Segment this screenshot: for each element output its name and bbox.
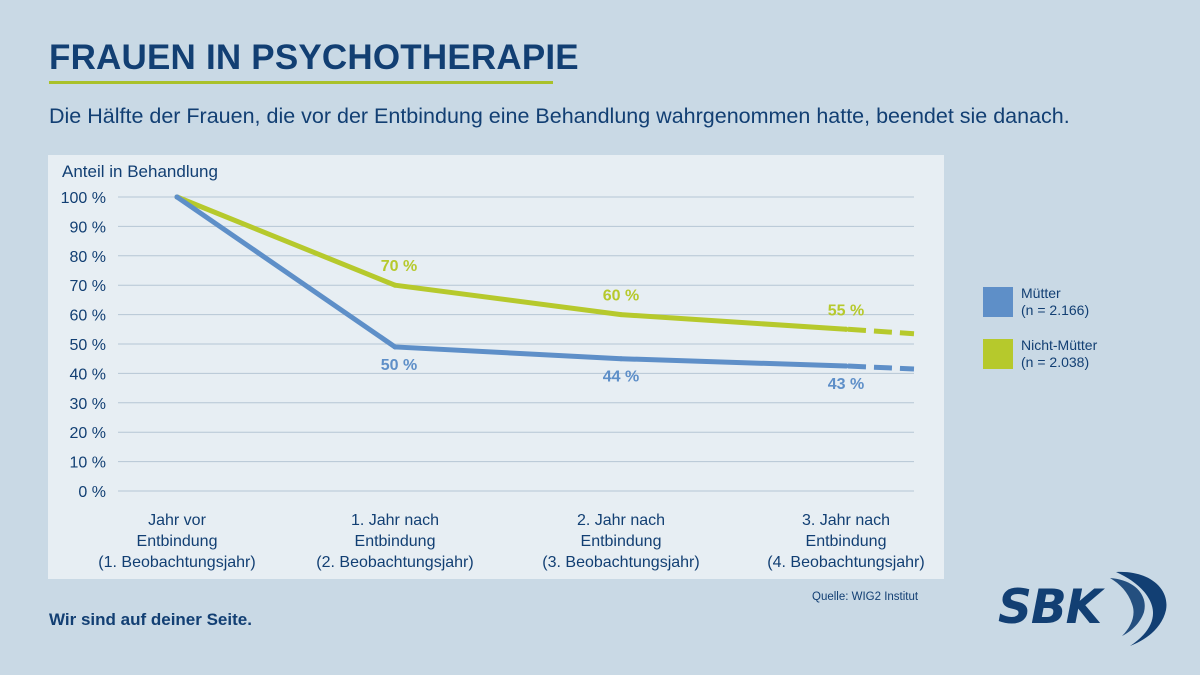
- series-1-point-2: [618, 312, 624, 318]
- data-label-1-2: 60 %: [603, 288, 639, 305]
- chart-panel: Anteil in Behandlung 0 % 10 % 20 % 30 % 40 %…: [48, 155, 944, 579]
- x-tick-1-line-1: Entbindung: [355, 533, 436, 550]
- x-tick-labels: Jahr vor Entbindung (1. Beobachtungsjahr) 1…: [98, 512, 924, 571]
- legend-label-muetter: Mütter: [1021, 285, 1061, 301]
- series-line-1: [174, 194, 849, 332]
- series-1-point-1: [392, 282, 398, 288]
- x-tick-1-line-0: 1. Jahr nach: [351, 512, 439, 529]
- series-line-0: [174, 194, 849, 369]
- x-tick-2-line-2: (3. Beobachtungsjahr): [542, 554, 699, 571]
- y-tick-20: 20 %: [70, 425, 106, 442]
- y-tick-90: 90 %: [70, 219, 106, 236]
- x-tick-0-line-1: Entbindung: [137, 533, 218, 550]
- y-tick-100: 100 %: [61, 190, 106, 207]
- data-label-1-1: 70 %: [381, 258, 417, 275]
- x-tick-1-line-2: (2. Beobachtungsjahr): [316, 554, 473, 571]
- series-0-point-1: [392, 344, 398, 350]
- x-tick-1: 1. Jahr nach Entbindung (2. Beobachtungsja…: [316, 512, 473, 571]
- series-0-point-0: [174, 194, 180, 200]
- series-extension-0: [847, 363, 915, 372]
- legend-label-nicht-muetter: Nicht-Mütter: [1021, 337, 1098, 353]
- data-label-0-3: 43 %: [828, 376, 864, 393]
- legend-sub-nicht-muetter: (n = 2.038): [1021, 354, 1090, 370]
- page-subtitle: Die Hälfte der Frauen, die vor der Entbi…: [49, 104, 1070, 128]
- logo-swoosh-icon: [1110, 571, 1167, 646]
- y-tick-70: 70 %: [70, 278, 106, 295]
- y-tick-10: 10 %: [70, 455, 106, 472]
- y-axis-label: Anteil in Behandlung: [62, 162, 218, 181]
- legend-sub-muetter: (n = 2.166): [1021, 302, 1090, 318]
- line-chart: Anteil in Behandlung 0 % 10 % 20 % 30 % 40 %…: [61, 162, 925, 571]
- legend-swatch-nicht-muetter: [983, 339, 1013, 369]
- x-tick-2-line-0: 2. Jahr nach: [577, 512, 665, 529]
- x-tick-0: Jahr vor Entbindung (1. Beobachtungsjahr): [98, 512, 255, 571]
- source-note: Quelle: WIG2 Institut: [812, 591, 919, 603]
- y-tick-50: 50 %: [70, 337, 106, 354]
- series-0: [174, 194, 915, 372]
- x-tick-3: 3. Jahr nach Entbindung (4. Beobachtungsja…: [767, 512, 924, 571]
- x-tick-2-line-1: Entbindung: [581, 533, 662, 550]
- y-tick-30: 30 %: [70, 396, 106, 413]
- x-tick-2: 2. Jahr nach Entbindung (3. Beobachtungsja…: [542, 512, 699, 571]
- series-1: [174, 194, 915, 337]
- data-labels: 50 % 44 % 43 % 70 % 60 % 55 %: [381, 258, 864, 393]
- legend-item-muetter: Mütter (n = 2.166): [983, 284, 1183, 326]
- x-tick-0-line-0: Jahr vor: [148, 512, 206, 529]
- chart-legend: Mütter (n = 2.166) Nicht-Mütter (n = 2.0…: [983, 284, 1183, 388]
- y-tick-80: 80 %: [70, 249, 106, 266]
- series-1-point-3: [843, 326, 849, 332]
- data-label-1-3: 55 %: [828, 302, 864, 319]
- y-tick-0: 0 %: [78, 484, 106, 501]
- title-underline: [49, 81, 553, 84]
- x-tick-3-line-0: 3. Jahr nach: [802, 512, 890, 529]
- y-tick-labels: 0 % 10 % 20 % 30 % 40 % 50 % 60 % 70 % 80 % 90 % 1…: [61, 190, 106, 501]
- y-tick-60: 60 %: [70, 308, 106, 325]
- page-title: FRAUEN IN PSYCHOTHERAPIE: [49, 38, 579, 77]
- x-tick-3-line-1: Entbindung: [806, 533, 887, 550]
- legend-item-nicht-muetter: Nicht-Mütter (n = 2.038): [983, 336, 1183, 378]
- legend-swatch-muetter: [983, 287, 1013, 317]
- series-extension-1: [847, 326, 915, 337]
- data-label-0-2: 44 %: [603, 369, 639, 386]
- x-tick-0-line-2: (1. Beobachtungsjahr): [98, 554, 255, 571]
- series-0-point-3: [843, 363, 849, 369]
- data-label-0-1: 50 %: [381, 357, 417, 374]
- slogan: Wir sind auf deiner Seite.: [49, 610, 252, 629]
- y-tick-40: 40 %: [70, 366, 106, 383]
- gridlines: [118, 196, 914, 492]
- series-0-point-2: [618, 356, 624, 362]
- series-lines: [174, 194, 915, 372]
- logo-text: SBK: [998, 580, 1102, 635]
- x-tick-3-line-2: (4. Beobachtungsjahr): [767, 554, 924, 571]
